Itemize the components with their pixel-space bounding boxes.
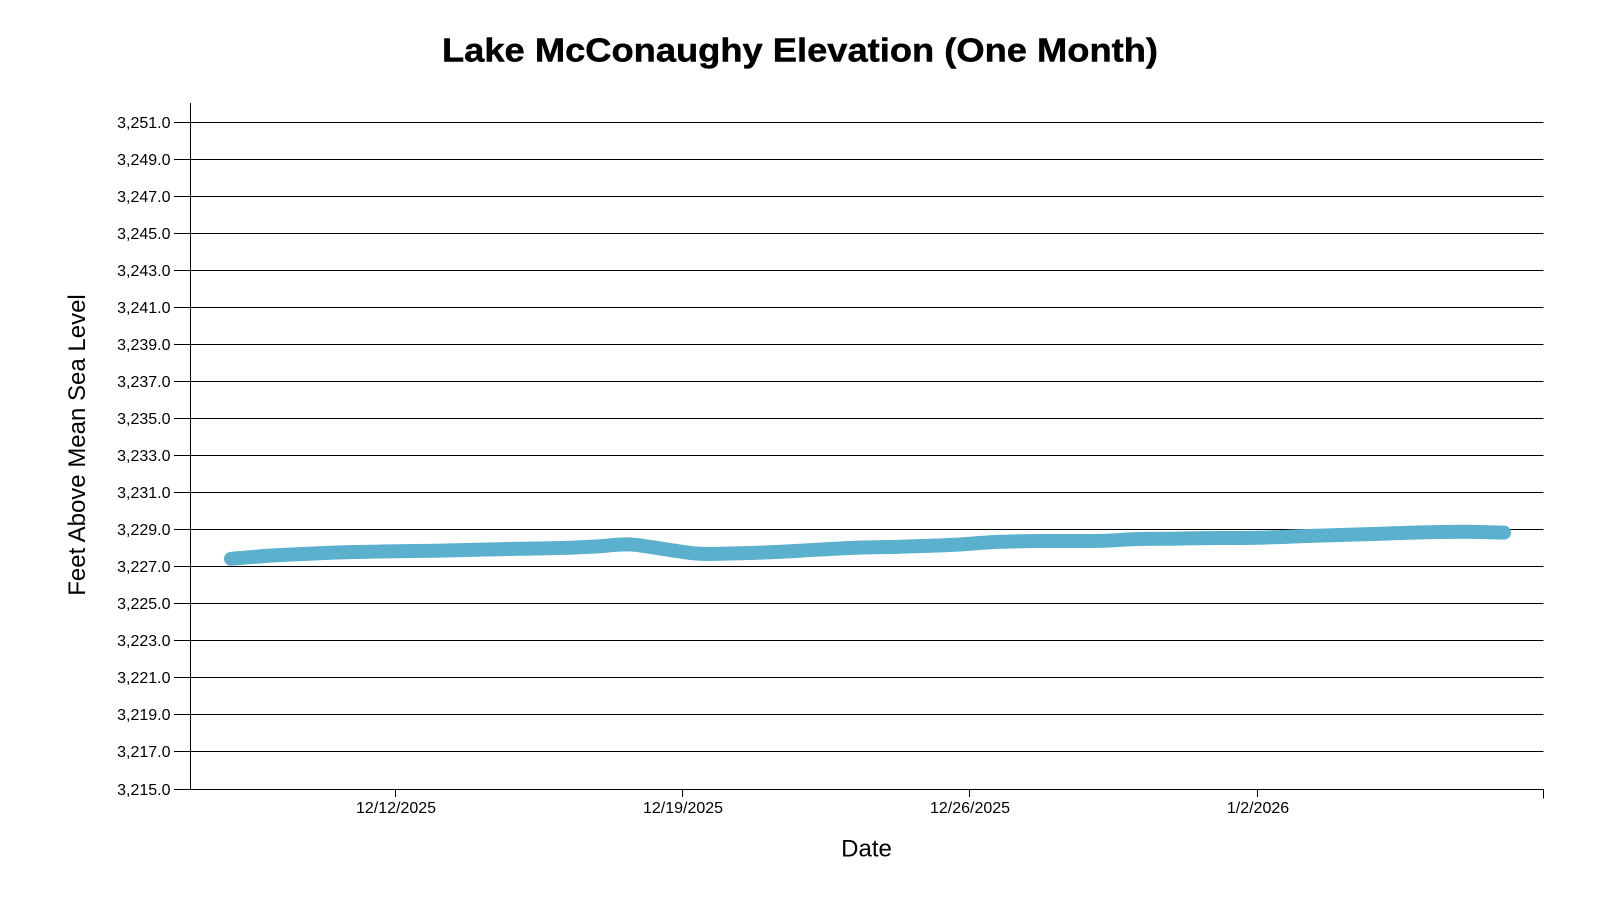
svg-text:3,221.0: 3,221.0 (117, 670, 170, 687)
svg-text:3,249.0: 3,249.0 (117, 152, 170, 169)
svg-text:3,219.0: 3,219.0 (117, 707, 170, 724)
svg-text:1/2/2026: 1/2/2026 (1227, 800, 1289, 817)
svg-text:3,223.0: 3,223.0 (117, 633, 170, 650)
svg-text:3,237.0: 3,237.0 (117, 374, 170, 391)
svg-text:3,215.0: 3,215.0 (117, 782, 170, 799)
svg-text:12/26/2025: 12/26/2025 (930, 800, 1010, 817)
svg-text:3,241.0: 3,241.0 (117, 300, 170, 317)
svg-text:3,217.0: 3,217.0 (117, 744, 170, 761)
svg-text:3,239.0: 3,239.0 (117, 337, 170, 354)
svg-text:3,225.0: 3,225.0 (117, 596, 170, 613)
svg-text:3,247.0: 3,247.0 (117, 189, 170, 206)
svg-text:3,235.0: 3,235.0 (117, 411, 170, 428)
svg-text:3,233.0: 3,233.0 (117, 448, 170, 465)
svg-text:12/19/2025: 12/19/2025 (643, 800, 723, 817)
svg-text:Date: Date (841, 836, 892, 863)
svg-text:Lake McConaughy Elevation (One: Lake McConaughy Elevation (One Month) (442, 32, 1158, 69)
svg-text:3,231.0: 3,231.0 (117, 485, 170, 502)
svg-text:3,245.0: 3,245.0 (117, 226, 170, 243)
svg-text:Feet Above Mean Sea Level: Feet Above Mean Sea Level (64, 294, 91, 596)
svg-text:3,251.0: 3,251.0 (117, 115, 170, 132)
svg-text:3,229.0: 3,229.0 (117, 522, 170, 539)
svg-text:12/12/2025: 12/12/2025 (356, 800, 436, 817)
svg-text:3,243.0: 3,243.0 (117, 263, 170, 280)
svg-text:3,227.0: 3,227.0 (117, 559, 170, 576)
